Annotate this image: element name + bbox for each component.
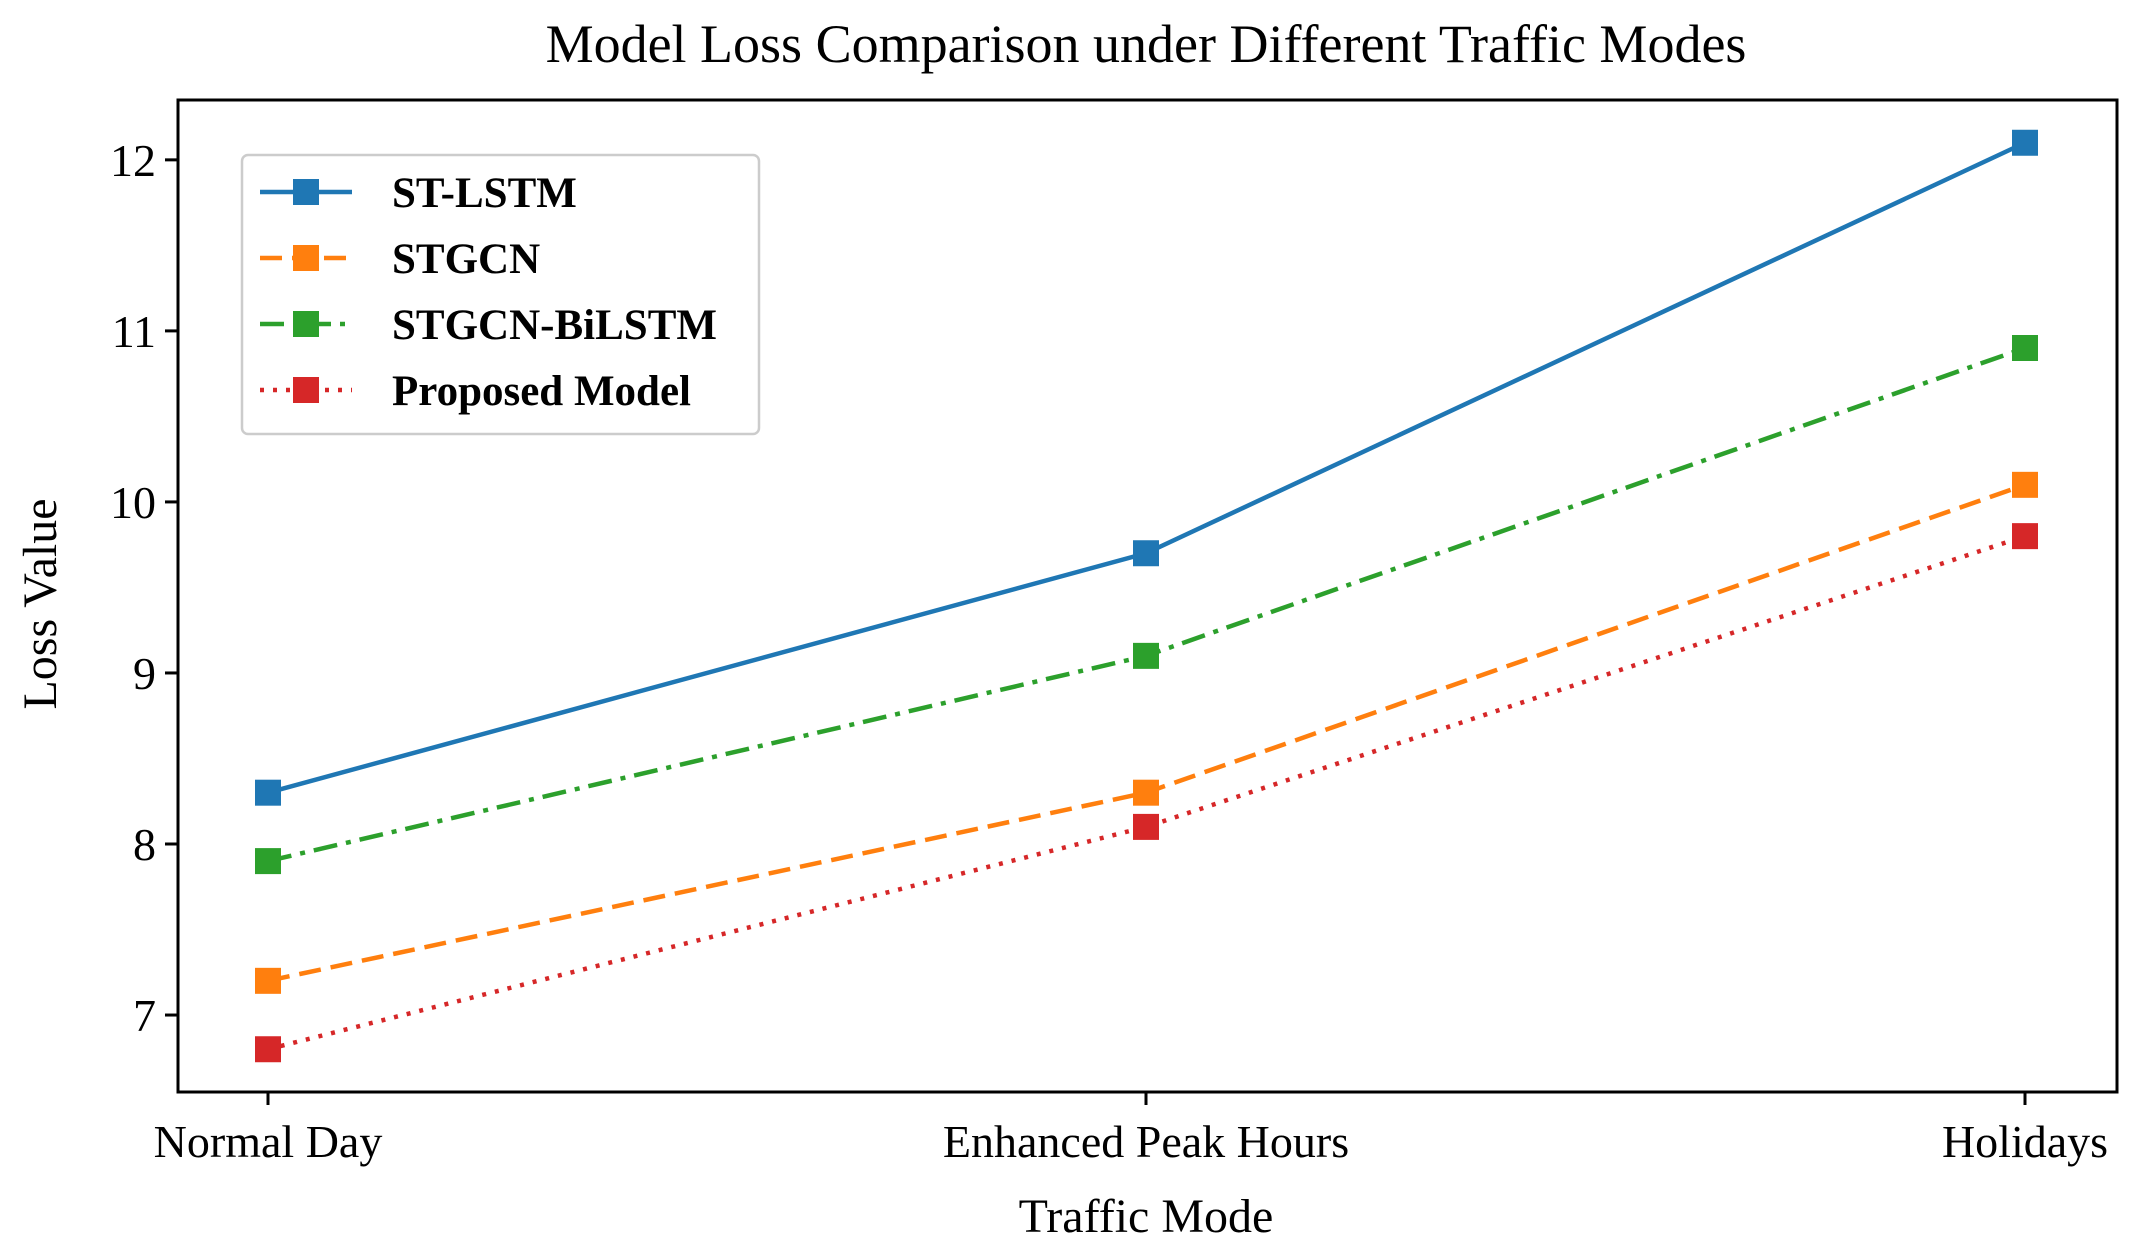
data-point-stgcn [255, 967, 281, 994]
data-point-proposed-model [255, 1036, 281, 1063]
legend-marker-st-lstm [293, 179, 319, 205]
y-tick-label: 8 [133, 819, 156, 870]
y-tick-label: 12 [110, 135, 156, 186]
x-tick-label: Enhanced Peak Hours [943, 1116, 1349, 1167]
data-point-stgcn-bilstm [255, 848, 281, 875]
x-tick-label: Normal Day [154, 1116, 383, 1167]
legend-label-stgcn: STGCN [392, 236, 540, 283]
data-point-st-lstm [1133, 540, 1159, 567]
data-point-stgcn [1133, 779, 1159, 806]
legend-frame [240, 153, 761, 436]
legend-label-st-lstm: ST-LSTM [392, 170, 577, 217]
data-point-stgcn-bilstm [1133, 642, 1159, 669]
y-tick-label: 7 [133, 990, 156, 1041]
data-point-st-lstm [2012, 129, 2038, 156]
y-tick-label: 11 [112, 306, 156, 357]
legend-label-proposed-model: Proposed Model [392, 368, 691, 415]
data-point-stgcn-bilstm [2012, 335, 2038, 361]
legend-marker-stgcn-bilstm [293, 311, 319, 337]
y-axis-label: Loss Value [14, 498, 67, 709]
legend-label-stgcn-bilstm: STGCN-BiLSTM [392, 302, 717, 349]
y-tick-label: 10 [110, 477, 156, 528]
data-point-proposed-model [2012, 523, 2038, 550]
legend: ST-LSTM STGCN STGCN-BiLSTM Proposed Model [240, 153, 761, 436]
legend-marker-stgcn [293, 245, 319, 271]
data-point-st-lstm [255, 779, 281, 806]
series-line-proposed-model [267, 534, 2026, 1052]
y-tick-label: 9 [133, 648, 156, 699]
x-tick-label: Holidays [1942, 1116, 2108, 1167]
data-point-stgcn [2012, 471, 2038, 498]
plot-area: 7 8 9 10 11 12 Normal Day Enhanced Peak Hours Ho… [110, 98, 2119, 1167]
chart-title: Model Loss Comparison under Different Tr… [546, 14, 1747, 74]
data-point-proposed-model [1133, 813, 1159, 840]
x-axis-label: Traffic Mode [1019, 1190, 1274, 1243]
legend-marker-proposed-model [293, 377, 319, 403]
